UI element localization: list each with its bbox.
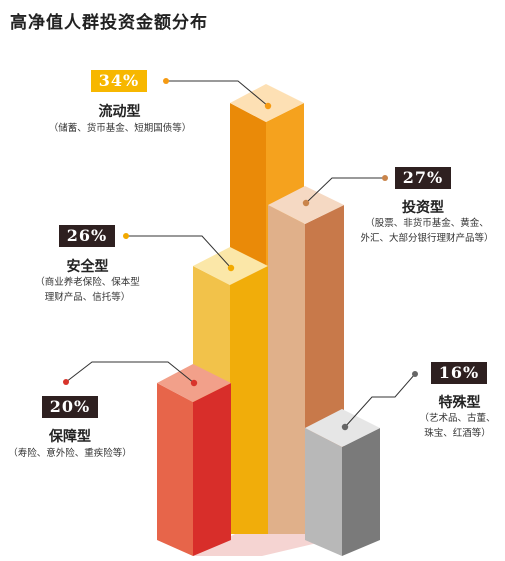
bar-special-left <box>305 428 342 556</box>
dot-special-bar <box>341 423 349 431</box>
bar-protect-left <box>157 383 193 556</box>
dot-liquid-label <box>163 78 169 84</box>
value-label-protect: 20% <box>42 396 98 418</box>
dot-safe-bar <box>227 264 235 272</box>
category-label-special: 特殊型 <box>438 395 481 411</box>
bar-protect-right <box>193 383 231 556</box>
leader-invest <box>305 177 385 204</box>
dot-liquid-bar <box>264 102 272 110</box>
value-label-invest: 27% <box>395 167 451 189</box>
description-liquid: （储蓄、货币基金、短期国债等） <box>48 123 192 134</box>
bar-protect <box>157 364 231 556</box>
leader-protect <box>65 361 195 384</box>
category-label-invest: 投资型 <box>402 200 444 216</box>
dot-invest-label <box>382 175 388 181</box>
bar-safe-right <box>230 266 268 534</box>
value-label-safe: 26% <box>59 225 115 247</box>
description-safe: （商业养老保险、保本型 理财产品、信托等） <box>35 277 140 303</box>
leader-special <box>344 373 416 428</box>
dot-protect-label <box>63 379 69 385</box>
dot-protect-bar <box>190 379 198 387</box>
description-invest: （股票、非货币基金、黄金、 外汇、大部分银行理财产品等） <box>360 218 494 244</box>
description-special: （艺术品、古董、 珠宝、红酒等） <box>419 413 496 439</box>
floor-shadow <box>192 516 330 556</box>
chart-title: 高净值人群投资金额分布 <box>10 13 208 33</box>
category-label-safe: 安全型 <box>66 259 109 275</box>
bar-special-right <box>342 428 380 556</box>
category-label-liquid: 流动型 <box>98 104 141 120</box>
value-label-liquid: 34% <box>91 70 147 92</box>
description-protect: （寿险、意外险、重疾险等） <box>8 448 132 459</box>
bar-invest-left <box>268 205 305 534</box>
leader-liquid <box>166 80 269 107</box>
dot-invest-bar <box>302 199 310 207</box>
leader-safe <box>126 235 232 269</box>
bar-special <box>305 409 380 556</box>
category-label-protect: 保障型 <box>49 429 91 445</box>
dot-special-label <box>412 371 418 377</box>
value-label-special: 16% <box>431 362 487 384</box>
dot-safe-label <box>123 233 129 239</box>
